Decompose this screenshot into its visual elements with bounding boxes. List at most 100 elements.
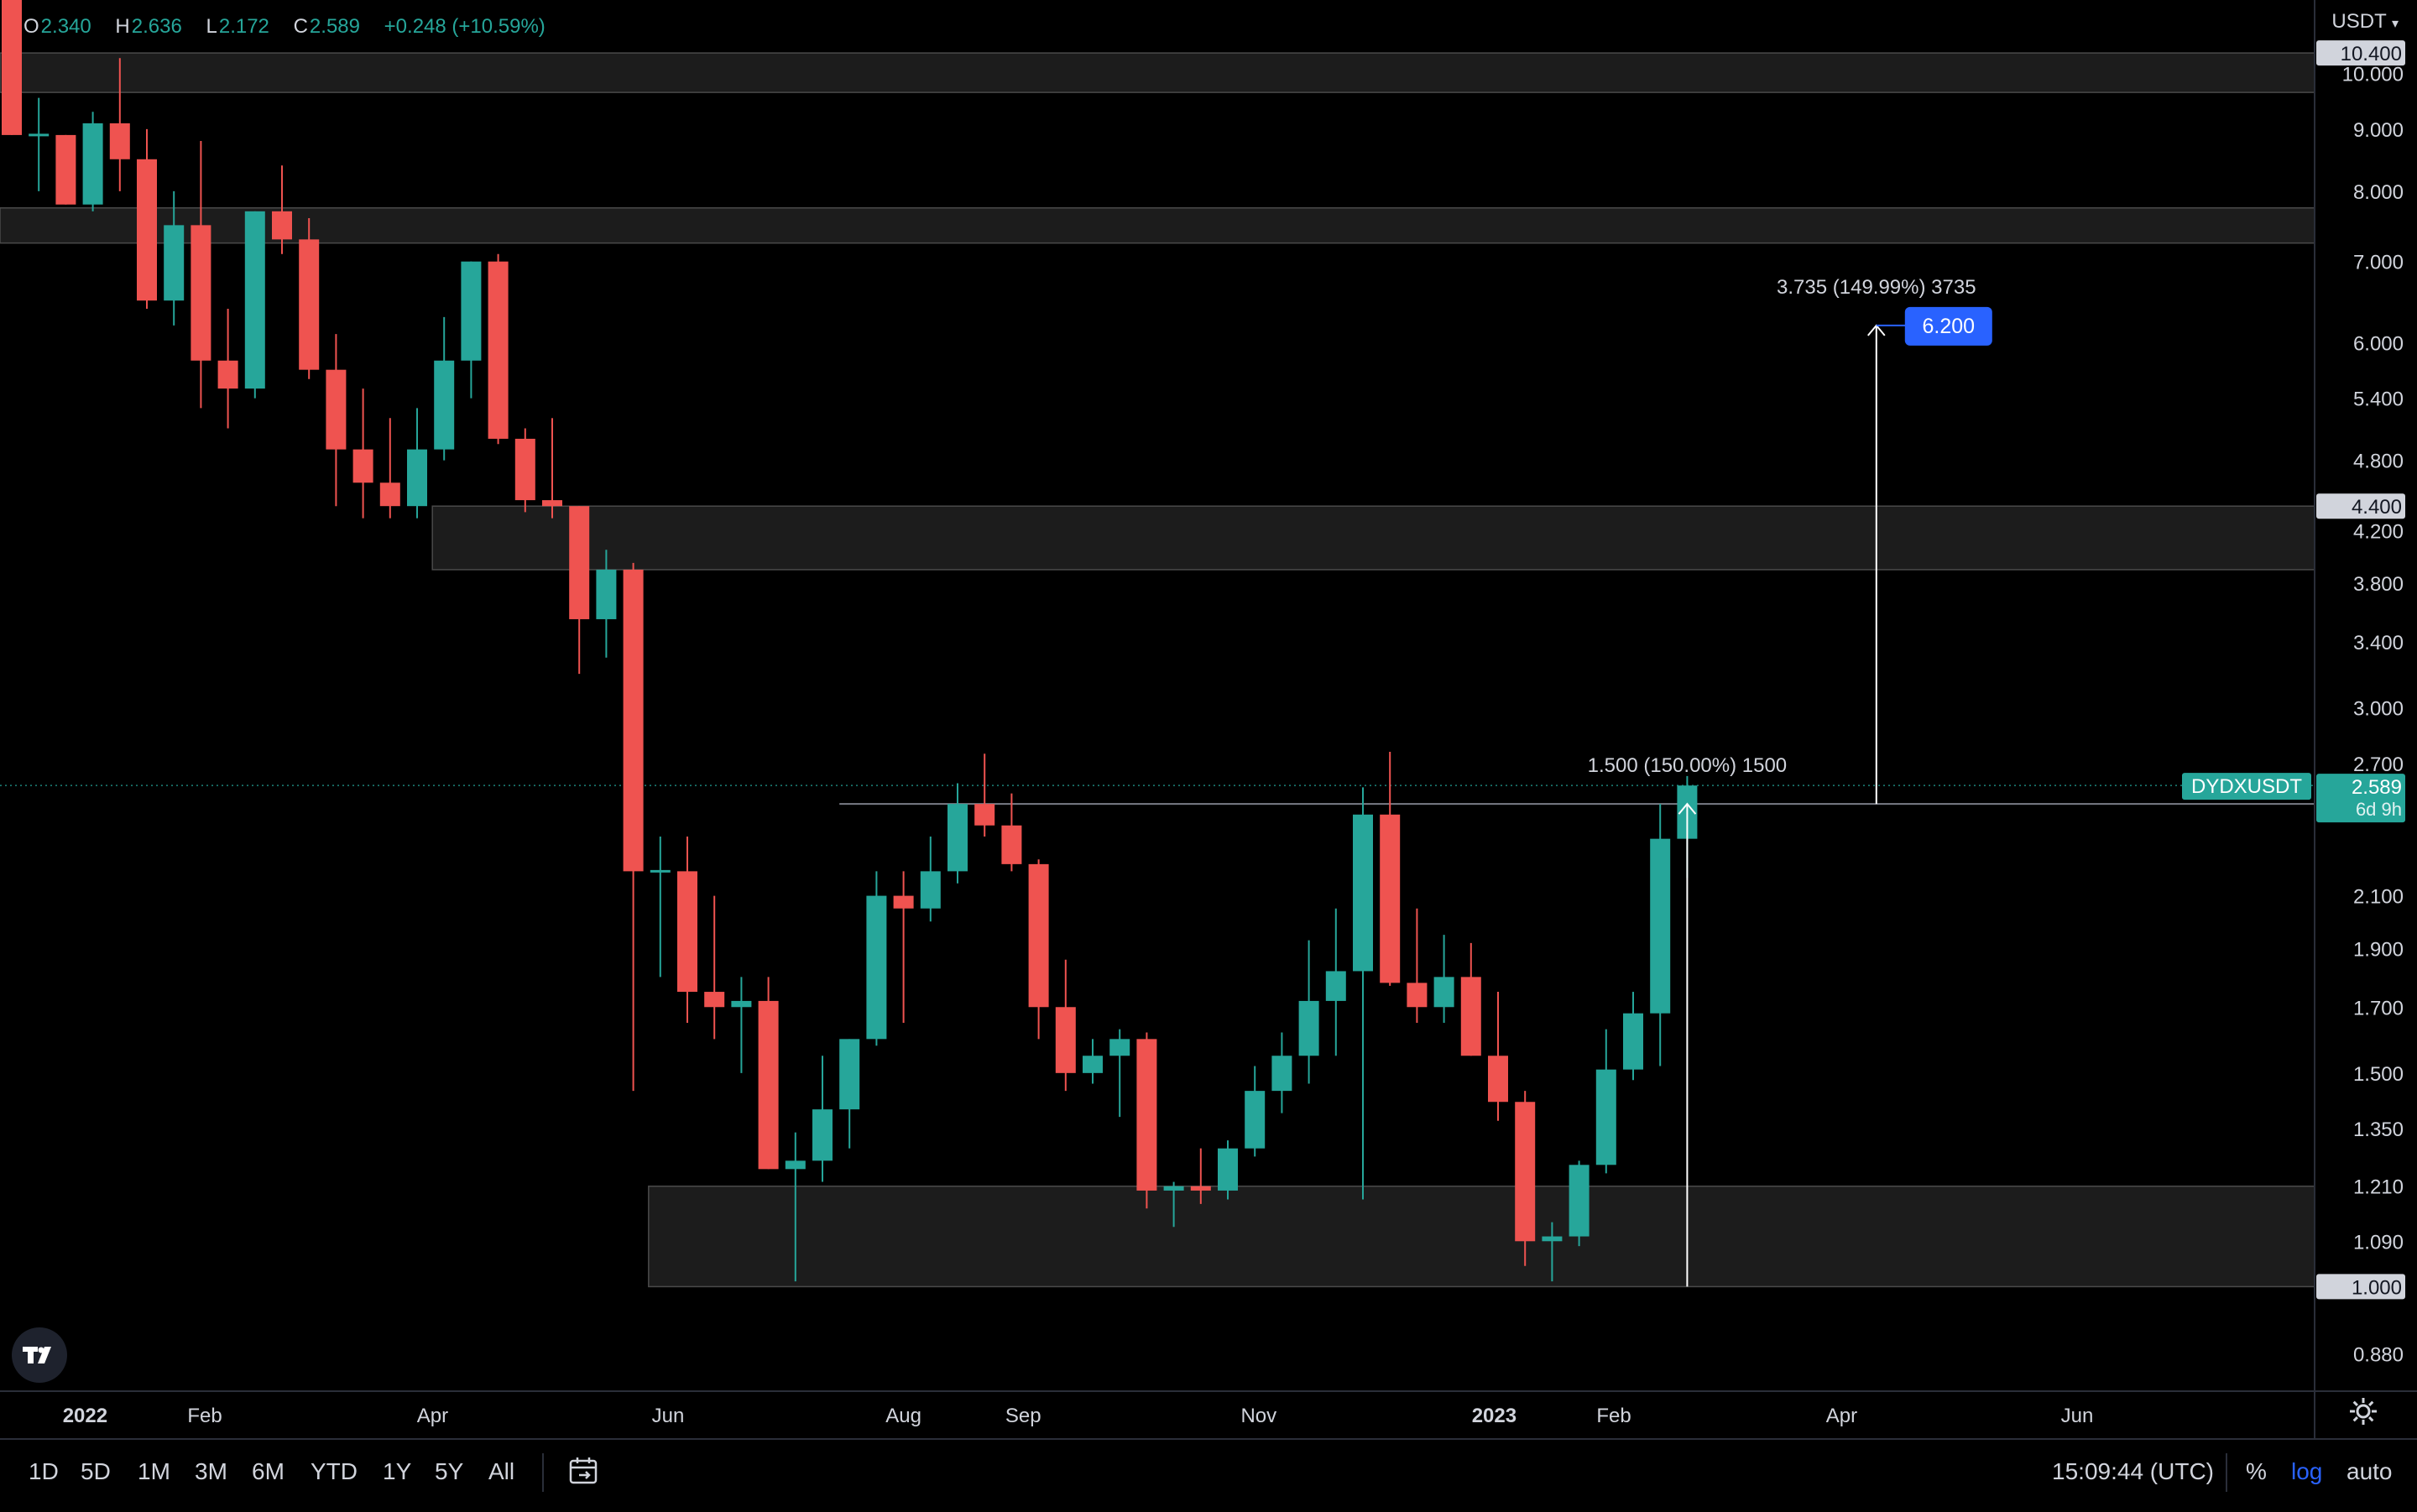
price-axis[interactable]: 10.000 9.000 8.000 7.000 6.000 5.400 4.800 4.20… (2342, 64, 2404, 1367)
candle-down (217, 308, 238, 429)
date-range-calendar-icon[interactable] (569, 1457, 599, 1491)
candle-down (1515, 1091, 1536, 1266)
candle-body (866, 895, 887, 1040)
candle-body (1325, 971, 1346, 1001)
candle-down (299, 218, 320, 379)
high-key: H (115, 15, 130, 38)
auto-scale-toggle[interactable]: auto (2347, 1458, 2393, 1484)
candle-body (758, 1000, 779, 1170)
time-axis[interactable]: 2022 Feb Apr Jun Aug Sep Nov 2023 Feb Apr Jun (63, 1405, 2094, 1427)
candle-body (623, 569, 644, 872)
price-axis-label: 4.200 (2353, 520, 2404, 543)
candle-body (1542, 1236, 1563, 1242)
candle-body (1028, 863, 1049, 1008)
range-5d-button[interactable]: 5D (81, 1458, 111, 1484)
price-axis-label: 2.700 (2353, 753, 2404, 776)
time-axis-label: Apr (417, 1405, 448, 1427)
range-6m-button[interactable]: 6M (252, 1458, 285, 1484)
time-axis-label: 2023 (1472, 1405, 1516, 1427)
candle-body (488, 261, 509, 439)
price-axis-label: 0.880 (2353, 1344, 2404, 1367)
candle-body (569, 506, 590, 619)
candle-up (1163, 1181, 1184, 1228)
candle-body (1083, 1056, 1103, 1073)
candle-body (1271, 1056, 1292, 1092)
range-5y-button[interactable]: 5Y (435, 1458, 464, 1484)
candle-body (244, 211, 265, 389)
price-axis-label: 4.800 (2353, 451, 2404, 473)
candle-up (461, 261, 482, 399)
candle-body (785, 1160, 806, 1170)
candle-body (1136, 1039, 1157, 1191)
candle-down (326, 334, 347, 507)
range-3m-button[interactable]: 3M (195, 1458, 227, 1484)
measure-layer: 1.500 (150.00%) 1500 3.735 (149.99%) 3735… (1588, 276, 1992, 1287)
time-axis-label: Aug (885, 1405, 921, 1427)
price-axis-label: 7.000 (2353, 252, 2404, 274)
candle-body (109, 123, 130, 159)
candle-down (542, 418, 562, 519)
candle-down (623, 562, 644, 1092)
candle-body (326, 369, 347, 450)
candle-down (191, 141, 211, 409)
candle-up (164, 190, 185, 326)
level-price-tag (2316, 1274, 2405, 1300)
candle-up (1271, 1032, 1292, 1113)
symbol-label: DYDXUSDT (2191, 775, 2302, 798)
open-key: O (23, 15, 39, 38)
candle-down (488, 253, 509, 445)
open-value: 2.340 (40, 15, 91, 38)
currency-selector[interactable]: USDT ▾ (2331, 10, 2399, 34)
candle-body (217, 360, 238, 389)
candle-up (1353, 787, 1373, 1200)
candle-down (352, 388, 373, 519)
candle-up (407, 408, 427, 519)
candle-body (1190, 1186, 1211, 1191)
candle-body (1488, 1056, 1508, 1103)
candle-body (1650, 838, 1671, 1014)
price-axis-label: 3.000 (2353, 698, 2404, 721)
price-axis-label: 1.900 (2353, 938, 2404, 961)
candle-body (2, 0, 22, 135)
percent-scale-toggle[interactable]: % (2246, 1458, 2267, 1484)
candle-down (893, 871, 914, 1023)
last-price-tag (2316, 774, 2405, 823)
candle-body (191, 225, 211, 361)
time-axis-label: Feb (187, 1405, 222, 1427)
range-all-button[interactable]: All (488, 1458, 515, 1484)
candle-body (839, 1039, 860, 1110)
sr-zone (431, 505, 2315, 571)
candle-body (82, 123, 103, 205)
tradingview-logo-icon[interactable] (12, 1327, 67, 1383)
candle-up (731, 977, 752, 1073)
price-chart[interactable]: 1.500 (150.00%) 1500 3.735 (149.99%) 3735… (0, 0, 2417, 1438)
range-1y-button[interactable]: 1Y (383, 1458, 412, 1484)
ohlc-legend: O2.340 H2.636 L2.172 C2.589 +0.248 (+10.… (23, 15, 564, 39)
candle-body (272, 211, 292, 240)
range-1d-button[interactable]: 1D (29, 1458, 59, 1484)
candle-body (812, 1109, 833, 1161)
log-scale-toggle[interactable]: log (2291, 1458, 2323, 1484)
settings-gear-icon[interactable] (2348, 1396, 2378, 1426)
candle-down (704, 895, 725, 1040)
candle-up (839, 1039, 860, 1149)
candle-down (974, 753, 995, 837)
price-axis-label: 10.000 (2342, 64, 2404, 86)
lines-layer (0, 785, 2315, 806)
candle-body (650, 869, 671, 873)
utc-clock[interactable]: 15:09:44 (UTC) (2052, 1458, 2214, 1484)
candle-up (1595, 1029, 1616, 1174)
candle-body (164, 225, 185, 301)
candle-body (1595, 1069, 1616, 1165)
range-ytd-button[interactable]: YTD (311, 1458, 358, 1484)
price-axis-label: 1.210 (2353, 1176, 2404, 1199)
candle-down (1136, 1032, 1157, 1209)
range-1m-button[interactable]: 1M (138, 1458, 170, 1484)
level-price-value: 4.400 (2352, 496, 2402, 519)
candle-up (1542, 1222, 1563, 1282)
candle-up (244, 211, 265, 399)
candle-down (1407, 908, 1428, 1023)
measure-label: 1.500 (150.00%) 1500 (1588, 754, 1788, 777)
candle-body (55, 134, 76, 205)
candle-up (29, 97, 50, 191)
